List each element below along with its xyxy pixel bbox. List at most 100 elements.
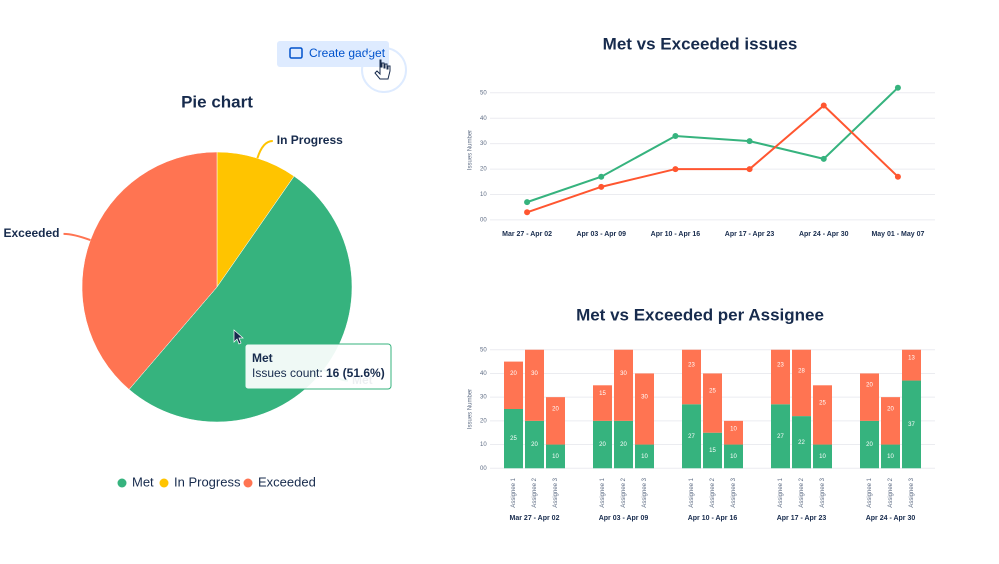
bar-value-label: 25	[709, 389, 716, 395]
bar-value-label: 20	[552, 406, 559, 412]
x-tick-label: Assignee 3	[642, 477, 648, 507]
bar-value-label: 10	[730, 426, 737, 432]
line-point	[524, 209, 531, 216]
bar-value-label: 20	[599, 442, 606, 448]
bar-segment	[525, 420, 544, 469]
y-tick-label: 40	[480, 371, 487, 377]
chart-title: Pie chart	[181, 92, 253, 111]
bar-value-label: 30	[531, 371, 538, 377]
group-label: Apr 10 - Apr 16	[688, 515, 738, 522]
x-tick-label: Assignee 3	[731, 477, 737, 507]
bar-segment	[902, 349, 921, 381]
x-tick-label: May 01 - May 07	[871, 231, 924, 238]
bar-segment	[593, 420, 612, 469]
pie-slice	[216, 151, 295, 288]
bar-value-label: 20	[620, 442, 627, 448]
create-gadget-button[interactable]: Create gadget	[277, 41, 389, 67]
y-tick-label: 40	[480, 116, 487, 122]
x-tick-label: Assignee 2	[710, 477, 716, 507]
group-label: Apr 24 - Apr 30	[866, 515, 916, 522]
legend-marker	[243, 478, 253, 488]
button-bg[interactable]	[277, 41, 389, 67]
bar-segment	[635, 373, 654, 445]
bar-segment	[792, 349, 811, 417]
legend-label: Exceeded	[258, 474, 316, 489]
y-tick-label: 20	[480, 167, 487, 173]
x-tick-label: Assignee 2	[532, 477, 538, 507]
line-point	[894, 84, 901, 91]
bar-segment	[724, 420, 743, 445]
group-label: Mar 27 - Apr 02	[510, 515, 560, 522]
bar-segment	[813, 444, 832, 469]
group-label: Apr 03 - Apr 09	[599, 515, 649, 522]
y-tick-label: 30	[480, 395, 487, 401]
x-tick-label: Mar 27 - Apr 02	[502, 231, 552, 238]
y-tick-label: 00	[480, 217, 487, 223]
bar-segment	[771, 349, 790, 405]
pie-slice	[81, 151, 218, 390]
x-tick-label: Assignee 1	[600, 477, 606, 507]
line-point	[746, 166, 753, 173]
leader-line	[256, 140, 273, 159]
line-point	[598, 173, 605, 180]
bar-segment	[614, 349, 633, 421]
bar-value-label: 27	[688, 434, 695, 440]
x-tick-label: Assignee 2	[888, 477, 894, 507]
line-point	[746, 138, 753, 145]
bar-value-label: 23	[777, 363, 784, 369]
legend-label: Met	[132, 474, 154, 489]
bar-segment	[724, 444, 743, 469]
bar-value-label: 10	[887, 454, 894, 460]
line-series	[526, 86, 899, 204]
bar-segment	[792, 416, 811, 469]
slice-label: Exceeded	[3, 226, 59, 240]
bar-value-label: 20	[866, 442, 873, 448]
bar-value-label: 30	[641, 395, 648, 401]
bar-value-label: 28	[798, 369, 805, 375]
bar-segment	[881, 397, 900, 445]
bar-value-label: 15	[709, 448, 716, 454]
tooltip-label: Issues count:	[252, 366, 323, 380]
x-tick-label: Assignee 2	[621, 477, 627, 507]
bar-value-label: 15	[599, 391, 606, 397]
bar-segment	[546, 397, 565, 445]
bar-value-label: 20	[531, 442, 538, 448]
x-tick-label: Assignee 1	[689, 477, 695, 507]
bar-segment	[881, 444, 900, 469]
bar-value-label: 13	[908, 355, 915, 361]
button-label[interactable]: Create gadget	[309, 46, 386, 60]
bar-value-label: 10	[730, 454, 737, 460]
bar-segment	[682, 404, 701, 469]
y-tick-label: 10	[480, 192, 487, 198]
bar-value-label: 20	[887, 406, 894, 412]
legend-label: In Progress	[174, 474, 241, 489]
bar-segment	[860, 420, 879, 469]
bar-segment	[593, 385, 612, 421]
line-point	[524, 199, 531, 206]
legend-marker	[159, 478, 169, 488]
y-axis-label: Issues Number	[468, 130, 474, 170]
x-tick-label: Assignee 2	[799, 477, 805, 507]
x-tick-label: Assignee 3	[909, 477, 915, 507]
chart-title: Met vs Exceeded issues	[603, 34, 798, 53]
bar-value-label: 10	[641, 454, 648, 460]
bar-segment	[635, 444, 654, 469]
line-point	[672, 166, 679, 173]
cursor-halo	[361, 47, 407, 93]
x-tick-label: Assignee 1	[867, 477, 873, 507]
bar-value-label: 27	[777, 434, 784, 440]
leader-line	[63, 232, 91, 242]
y-tick-label: 00	[480, 466, 487, 472]
bar-value-label: 22	[798, 440, 805, 446]
bar-value-label: 37	[908, 422, 915, 428]
button-icon	[289, 47, 303, 59]
bar-segment	[546, 444, 565, 469]
y-tick-label: 10	[480, 442, 487, 448]
line-series	[526, 104, 899, 214]
line-point	[820, 155, 827, 162]
y-tick-label: 50	[480, 90, 487, 96]
bar-value-label: 25	[510, 436, 517, 442]
arrow-cursor	[233, 329, 244, 345]
